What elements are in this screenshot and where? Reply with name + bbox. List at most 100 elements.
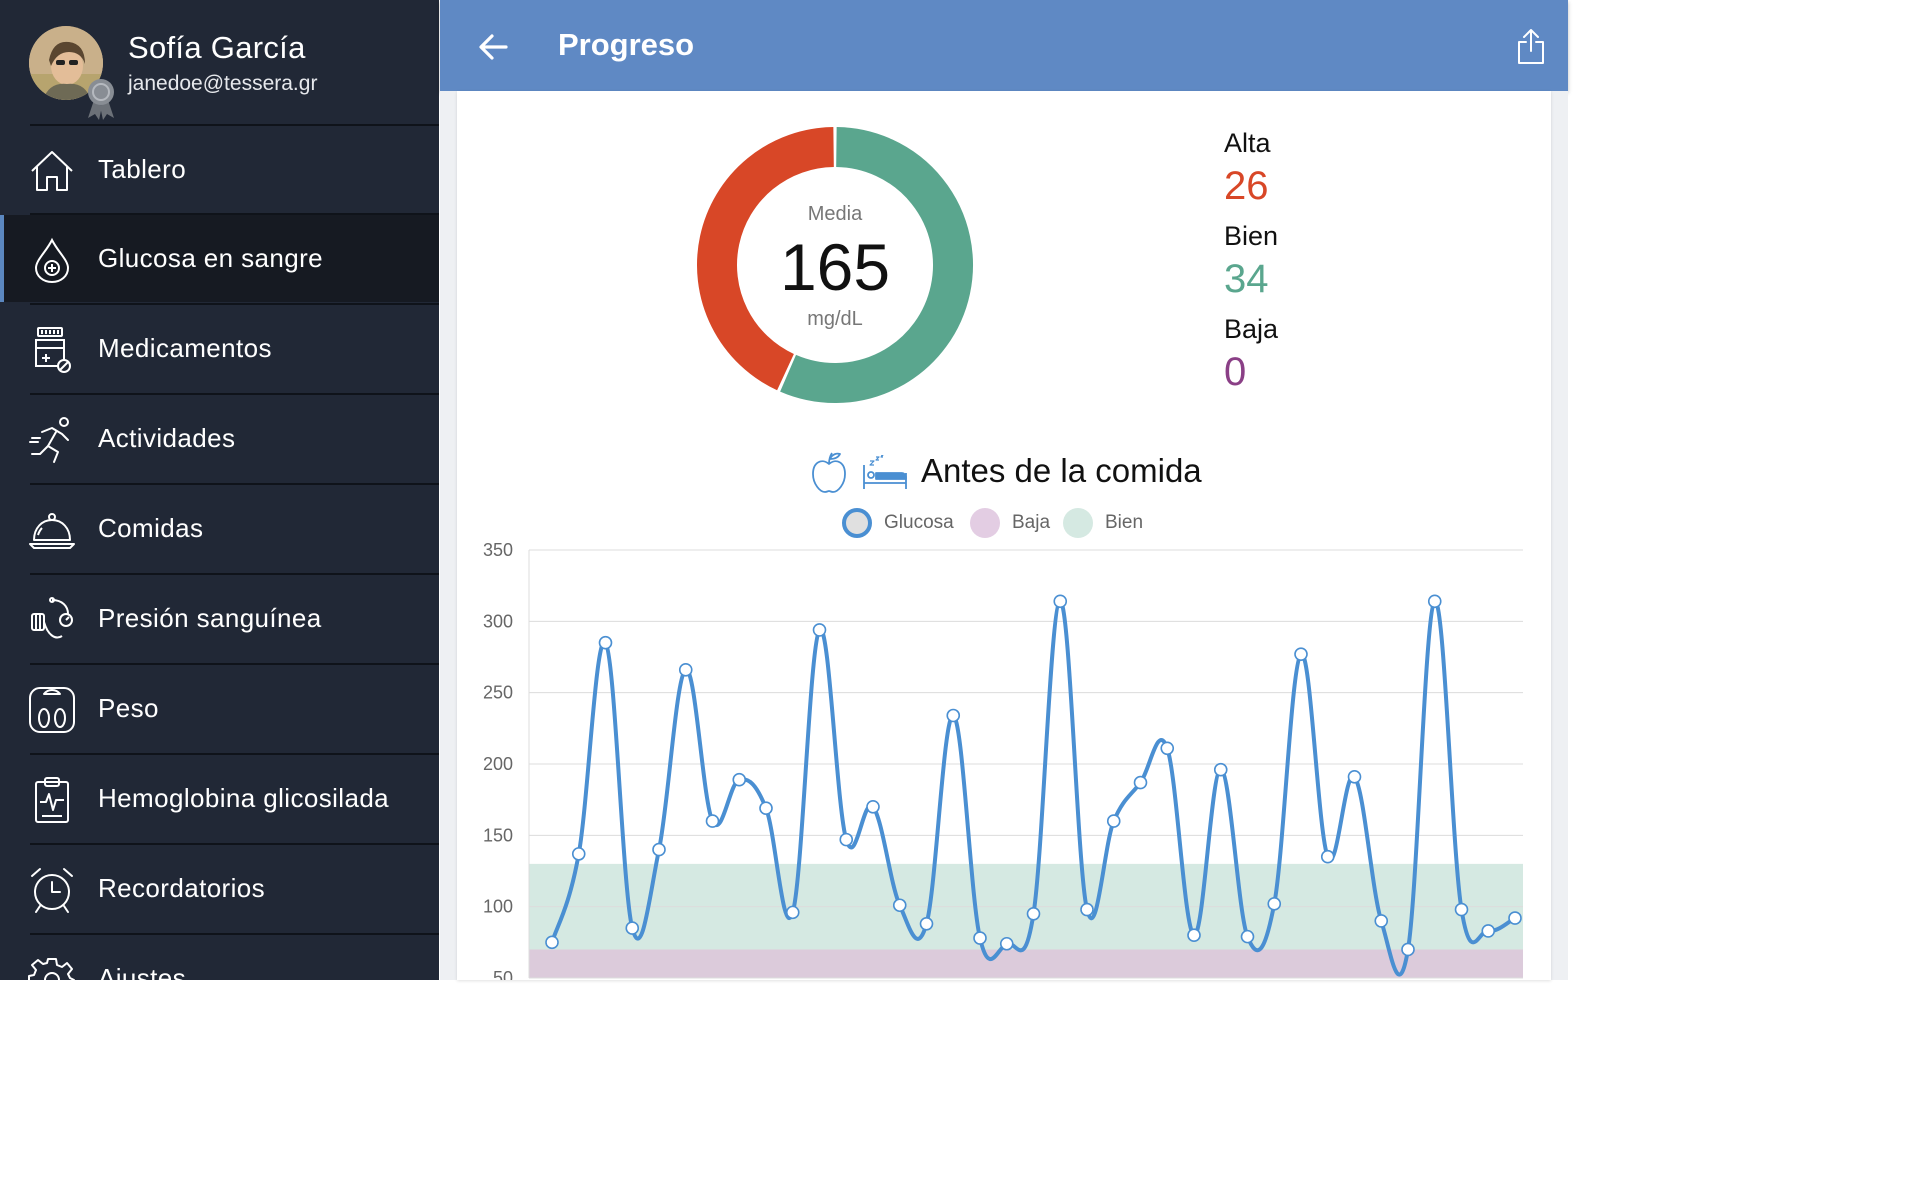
award-badge-icon <box>88 79 114 120</box>
legend-marker <box>1063 508 1093 538</box>
average-value: 165 <box>779 230 891 304</box>
data-point[interactable] <box>1374 914 1389 928</box>
sidebar-item-ajustes[interactable]: Ajustes <box>0 933 439 980</box>
data-point[interactable] <box>625 921 640 935</box>
data-point[interactable] <box>598 635 613 650</box>
stat-label-alta: Alta <box>1224 128 1271 158</box>
sidebar-item-recordatorios[interactable]: Recordatorios <box>0 843 439 932</box>
data-point[interactable] <box>652 842 666 857</box>
blood-pressure-icon <box>31 597 73 639</box>
y-tick-label: 100 <box>483 897 513 917</box>
app-bar: Progreso <box>440 0 1568 91</box>
sidebar-item-glucosa[interactable]: Glucosa en sangre <box>0 213 439 302</box>
sidebar-item-actividades[interactable]: Actividades <box>0 393 439 482</box>
data-point[interactable] <box>1320 849 1335 864</box>
share-icon[interactable] <box>1516 27 1546 65</box>
data-point[interactable] <box>812 623 827 637</box>
data-point[interactable] <box>1080 902 1094 917</box>
section-title: Antes de la comida <box>921 452 1202 489</box>
blood-drop-icon <box>34 237 70 284</box>
y-tick-label: 50 <box>493 968 513 980</box>
food-cloche-icon <box>29 513 75 549</box>
arrow-left-icon[interactable] <box>476 29 512 65</box>
sidebar-item-comidas[interactable]: Comidas <box>0 483 439 572</box>
navigation-drawer: Sofía García janedoe@tessera.gr Tablero … <box>0 0 439 980</box>
data-point[interactable] <box>705 814 720 828</box>
bed-icon <box>863 455 907 489</box>
data-point[interactable] <box>946 708 961 723</box>
average-label: Media <box>807 203 863 225</box>
user-profile[interactable]: Sofía García janedoe@tessera.gr <box>0 0 439 124</box>
clipboard-chart-icon <box>35 777 69 823</box>
data-point[interactable] <box>1160 741 1175 756</box>
stat-label-baja: Baja <box>1224 314 1279 344</box>
data-point[interactable] <box>732 772 747 787</box>
sidebar-item-hemoglobina[interactable]: Hemoglobina glicosilada <box>0 753 439 842</box>
running-person-icon <box>29 417 69 463</box>
user-email: janedoe@tessera.gr <box>128 72 318 95</box>
y-tick-label: 350 <box>483 540 513 560</box>
data-point[interactable] <box>999 936 1014 951</box>
data-point[interactable] <box>839 832 854 847</box>
data-point[interactable] <box>1213 762 1228 777</box>
donut-segment-bien <box>780 127 973 403</box>
sidebar-item-medicamentos[interactable]: Medicamentos <box>0 303 439 392</box>
glucose-line-chart: 350 300 250 200 150 100 50 <box>483 540 1523 980</box>
legend-label: Baja <box>1012 512 1051 533</box>
sidebar-item-label: Peso <box>98 693 159 723</box>
sidebar-item-tablero[interactable]: Tablero <box>0 124 439 213</box>
data-point[interactable] <box>759 801 773 816</box>
stat-label-bien: Bien <box>1224 221 1279 251</box>
data-point[interactable] <box>1347 770 1362 784</box>
sidebar-item-peso[interactable]: Peso <box>0 663 439 752</box>
data-point[interactable] <box>1508 911 1522 925</box>
y-tick-label: 250 <box>483 683 513 703</box>
progress-card <box>457 91 1551 980</box>
y-tick-label: 200 <box>483 754 513 774</box>
y-tick-label: 300 <box>483 611 513 631</box>
data-point[interactable] <box>1267 897 1282 911</box>
data-point[interactable] <box>1187 928 1201 943</box>
gear-icon <box>28 958 75 980</box>
data-point[interactable] <box>1106 814 1121 828</box>
sidebar-item-label: Ajustes <box>98 963 187 980</box>
avatar[interactable] <box>29 26 103 100</box>
data-point[interactable] <box>571 847 586 861</box>
sidebar-item-label: Actividades <box>98 423 236 453</box>
legend-marker <box>842 508 872 538</box>
data-point[interactable] <box>545 935 559 950</box>
data-point[interactable] <box>919 916 934 931</box>
legend-label: Glucosa <box>884 512 954 533</box>
data-point[interactable] <box>973 931 987 945</box>
data-point[interactable] <box>1240 929 1255 944</box>
data-point[interactable] <box>1053 594 1068 609</box>
data-point[interactable] <box>892 898 907 913</box>
band-baja <box>529 949 1523 978</box>
data-point[interactable] <box>1026 906 1041 921</box>
donut-segment-alta <box>697 127 835 391</box>
data-point[interactable] <box>785 905 800 920</box>
data-point[interactable] <box>1294 647 1308 661</box>
page-title: Progreso <box>558 27 695 62</box>
stat-value-alta: 26 <box>1224 164 1269 208</box>
sidebar-item-presion[interactable]: Presión sanguínea <box>0 573 439 662</box>
average-unit: mg/dL <box>807 308 863 330</box>
data-point[interactable] <box>1454 902 1469 917</box>
average-donut-chart <box>697 127 973 403</box>
stat-value-baja: 0 <box>1224 350 1247 394</box>
medicine-bottle-icon <box>35 327 71 373</box>
legend-marker <box>970 508 1000 538</box>
sidebar-item-label: Hemoglobina glicosilada <box>98 783 390 813</box>
sidebar-item-label: Recordatorios <box>98 873 266 903</box>
stat-value-bien: 34 <box>1224 257 1269 301</box>
data-point[interactable] <box>1133 775 1148 790</box>
data-point[interactable] <box>866 799 880 814</box>
data-point[interactable] <box>1401 942 1415 957</box>
sidebar-item-label: Medicamentos <box>98 333 272 363</box>
sidebar-item-label: Glucosa en sangre <box>98 243 324 273</box>
alarm-clock-icon <box>31 868 73 913</box>
data-point[interactable] <box>1427 594 1442 609</box>
data-point[interactable] <box>678 663 693 677</box>
data-point[interactable] <box>1481 924 1496 938</box>
apple-icon <box>812 452 846 493</box>
